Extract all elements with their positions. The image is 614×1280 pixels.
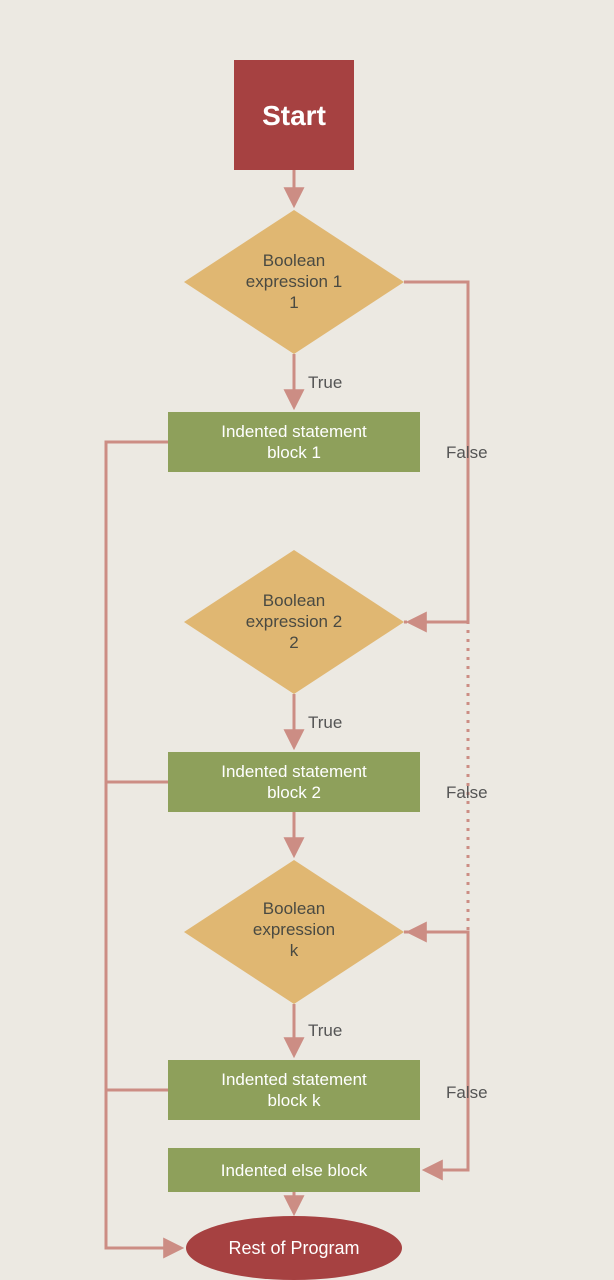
decision-2-line1: Boolean xyxy=(263,591,325,610)
block-1-rect xyxy=(168,412,420,472)
label-false-2: False xyxy=(446,783,488,802)
block-2-line1: Indented statement xyxy=(221,762,367,781)
label-false-1: False xyxy=(446,443,488,462)
decision-1-line1: Boolean xyxy=(263,251,325,270)
decision-k-line3: k xyxy=(290,941,299,960)
decision-1: Boolean expression 1 1 xyxy=(184,210,404,354)
decision-2: Boolean expression 2 2 xyxy=(184,550,404,694)
block-2-rect xyxy=(168,752,420,812)
end-node: Rest of Program xyxy=(186,1216,402,1280)
decision-k: Boolean expression k xyxy=(184,860,404,1004)
decision-1-line3: 1 xyxy=(289,293,298,312)
edge-b1-left xyxy=(106,442,180,1248)
edge-dk-false xyxy=(404,932,468,1170)
block-1-line2: block 1 xyxy=(267,443,321,462)
block-k-line1: Indented statement xyxy=(221,1070,367,1089)
block-1-line1: Indented statement xyxy=(221,422,367,441)
start-label: Start xyxy=(262,100,326,131)
decision-k-line1: Boolean xyxy=(263,899,325,918)
label-true-k: True xyxy=(308,1021,342,1040)
block-k: Indented statement block k xyxy=(168,1060,420,1120)
block-1: Indented statement block 1 xyxy=(168,412,420,472)
end-label: Rest of Program xyxy=(228,1238,359,1258)
decision-1-line2: expression 1 xyxy=(246,272,342,291)
start-node: Start xyxy=(234,60,354,170)
block-k-rect xyxy=(168,1060,420,1120)
decision-2-line2: expression 2 xyxy=(246,612,342,631)
label-true-2: True xyxy=(308,713,342,732)
decision-2-line3: 2 xyxy=(289,633,298,652)
block-2: Indented statement block 2 xyxy=(168,752,420,812)
block-2-line2: block 2 xyxy=(267,783,321,802)
decision-k-line2: expression xyxy=(253,920,335,939)
label-false-k: False xyxy=(446,1083,488,1102)
else-label: Indented else block xyxy=(221,1161,368,1180)
block-k-line2: block k xyxy=(268,1091,321,1110)
else-block: Indented else block xyxy=(168,1148,420,1192)
label-true-1: True xyxy=(308,373,342,392)
